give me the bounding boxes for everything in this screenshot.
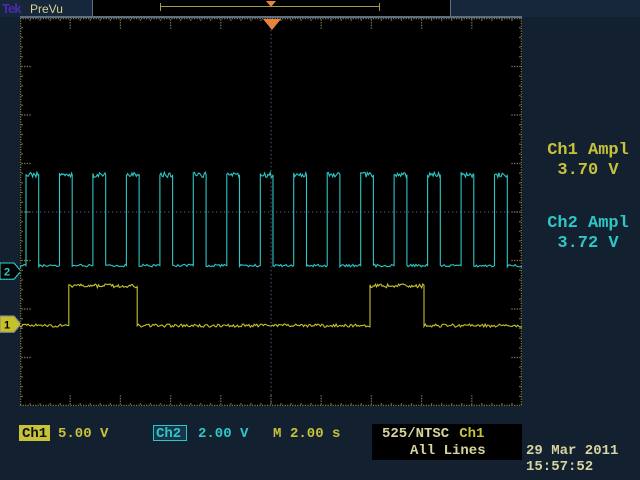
svg-text:2: 2: [4, 266, 10, 278]
svg-text:1: 1: [4, 319, 10, 331]
